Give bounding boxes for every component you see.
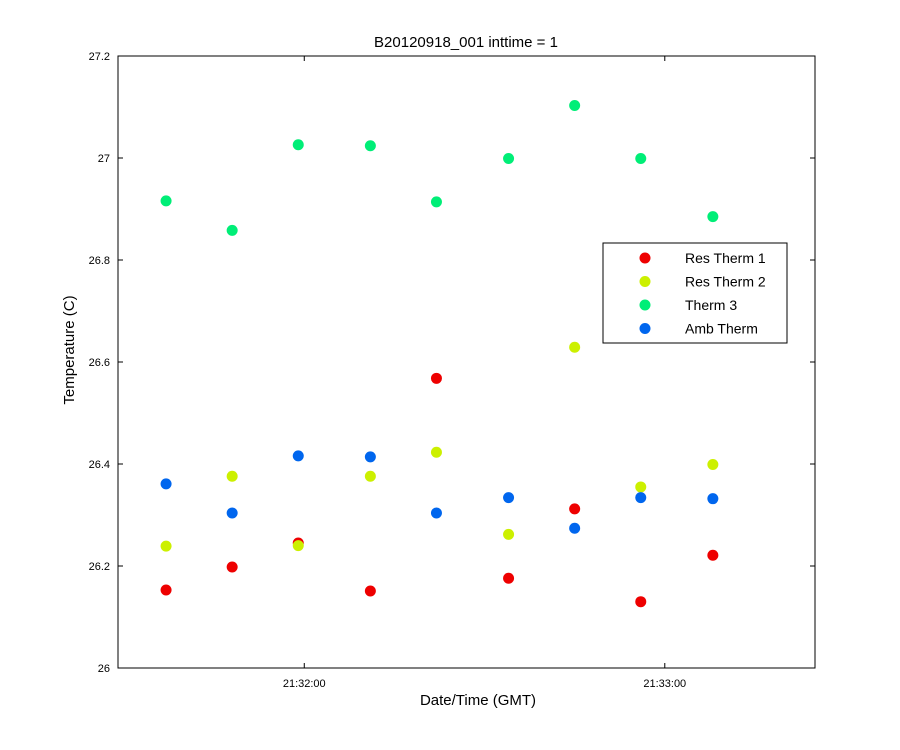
data-points [160, 99, 719, 608]
data-point-amb-therm [292, 450, 304, 462]
series-amb-therm [160, 450, 719, 534]
legend-marker [639, 252, 651, 264]
y-axis-label: Temperature (C) [61, 295, 78, 404]
data-point-res-therm-2 [707, 459, 719, 471]
x-tick-label: 21:32:00 [283, 678, 326, 690]
data-point-therm-3 [430, 196, 442, 208]
data-point-res-therm-1 [707, 549, 719, 561]
x-tick-label: 21:33:00 [643, 678, 686, 690]
legend-marker [639, 299, 651, 311]
data-point-res-therm-2 [569, 341, 581, 353]
data-point-res-therm-1 [430, 372, 442, 384]
data-point-res-therm-2 [503, 528, 515, 540]
data-point-res-therm-1 [635, 596, 647, 608]
series-therm-3 [160, 99, 719, 236]
legend-label: Res Therm 2 [685, 274, 766, 290]
legend: Res Therm 1 Res Therm 2 Therm 3 Amb Therm [602, 242, 788, 344]
y-tick-label: 26.6 [89, 357, 110, 369]
data-point-res-therm-1 [160, 584, 172, 596]
legend-box [602, 242, 788, 344]
y-tick-label: 26.8 [89, 255, 110, 267]
data-point-therm-3 [226, 224, 238, 236]
y-tick-label: 26.4 [89, 459, 110, 471]
data-point-res-therm-2 [430, 446, 442, 458]
data-point-res-therm-2 [160, 540, 172, 552]
data-point-amb-therm [503, 492, 515, 504]
x-axis: 21:32:00 21:33:00 [283, 56, 686, 690]
data-point-therm-3 [569, 99, 581, 111]
data-point-amb-therm [707, 493, 719, 505]
data-point-therm-3 [160, 195, 172, 207]
data-point-amb-therm [430, 507, 442, 519]
data-point-therm-3 [707, 211, 719, 223]
y-tick-label: 26.2 [89, 561, 110, 573]
y-axis: 26 26.2 26.4 26.6 26.8 27 27.2 [89, 51, 815, 675]
y-tick-label: 27.2 [89, 51, 110, 63]
legend-label: Res Therm 1 [685, 250, 766, 266]
chart-title: B20120918_001 inttime = 1 [374, 34, 558, 51]
data-point-amb-therm [569, 522, 581, 534]
series-res-therm-2 [160, 341, 719, 552]
data-point-amb-therm [364, 451, 376, 463]
data-point-amb-therm [226, 507, 238, 519]
y-tick-label: 26 [98, 663, 110, 675]
data-point-res-therm-1 [569, 503, 581, 515]
legend-label: Therm 3 [685, 297, 737, 313]
legend-marker [639, 276, 651, 287]
data-point-therm-3 [635, 153, 647, 165]
legend-label: Amb Therm [685, 321, 758, 337]
data-point-res-therm-1 [364, 585, 376, 597]
x-axis-label: Date/Time (GMT) [420, 692, 536, 709]
y-tick-label: 27 [98, 153, 110, 165]
legend-marker [639, 323, 651, 334]
data-point-res-therm-1 [226, 561, 238, 573]
data-point-res-therm-2 [226, 470, 238, 482]
data-point-therm-3 [292, 139, 304, 151]
data-point-therm-3 [503, 153, 515, 165]
data-point-amb-therm [635, 492, 647, 504]
data-point-res-therm-2 [364, 470, 376, 482]
data-point-res-therm-1 [503, 572, 515, 584]
data-point-amb-therm [160, 478, 172, 490]
data-point-therm-3 [364, 140, 376, 152]
data-point-res-therm-2 [635, 481, 647, 493]
data-point-res-therm-2 [292, 540, 304, 552]
